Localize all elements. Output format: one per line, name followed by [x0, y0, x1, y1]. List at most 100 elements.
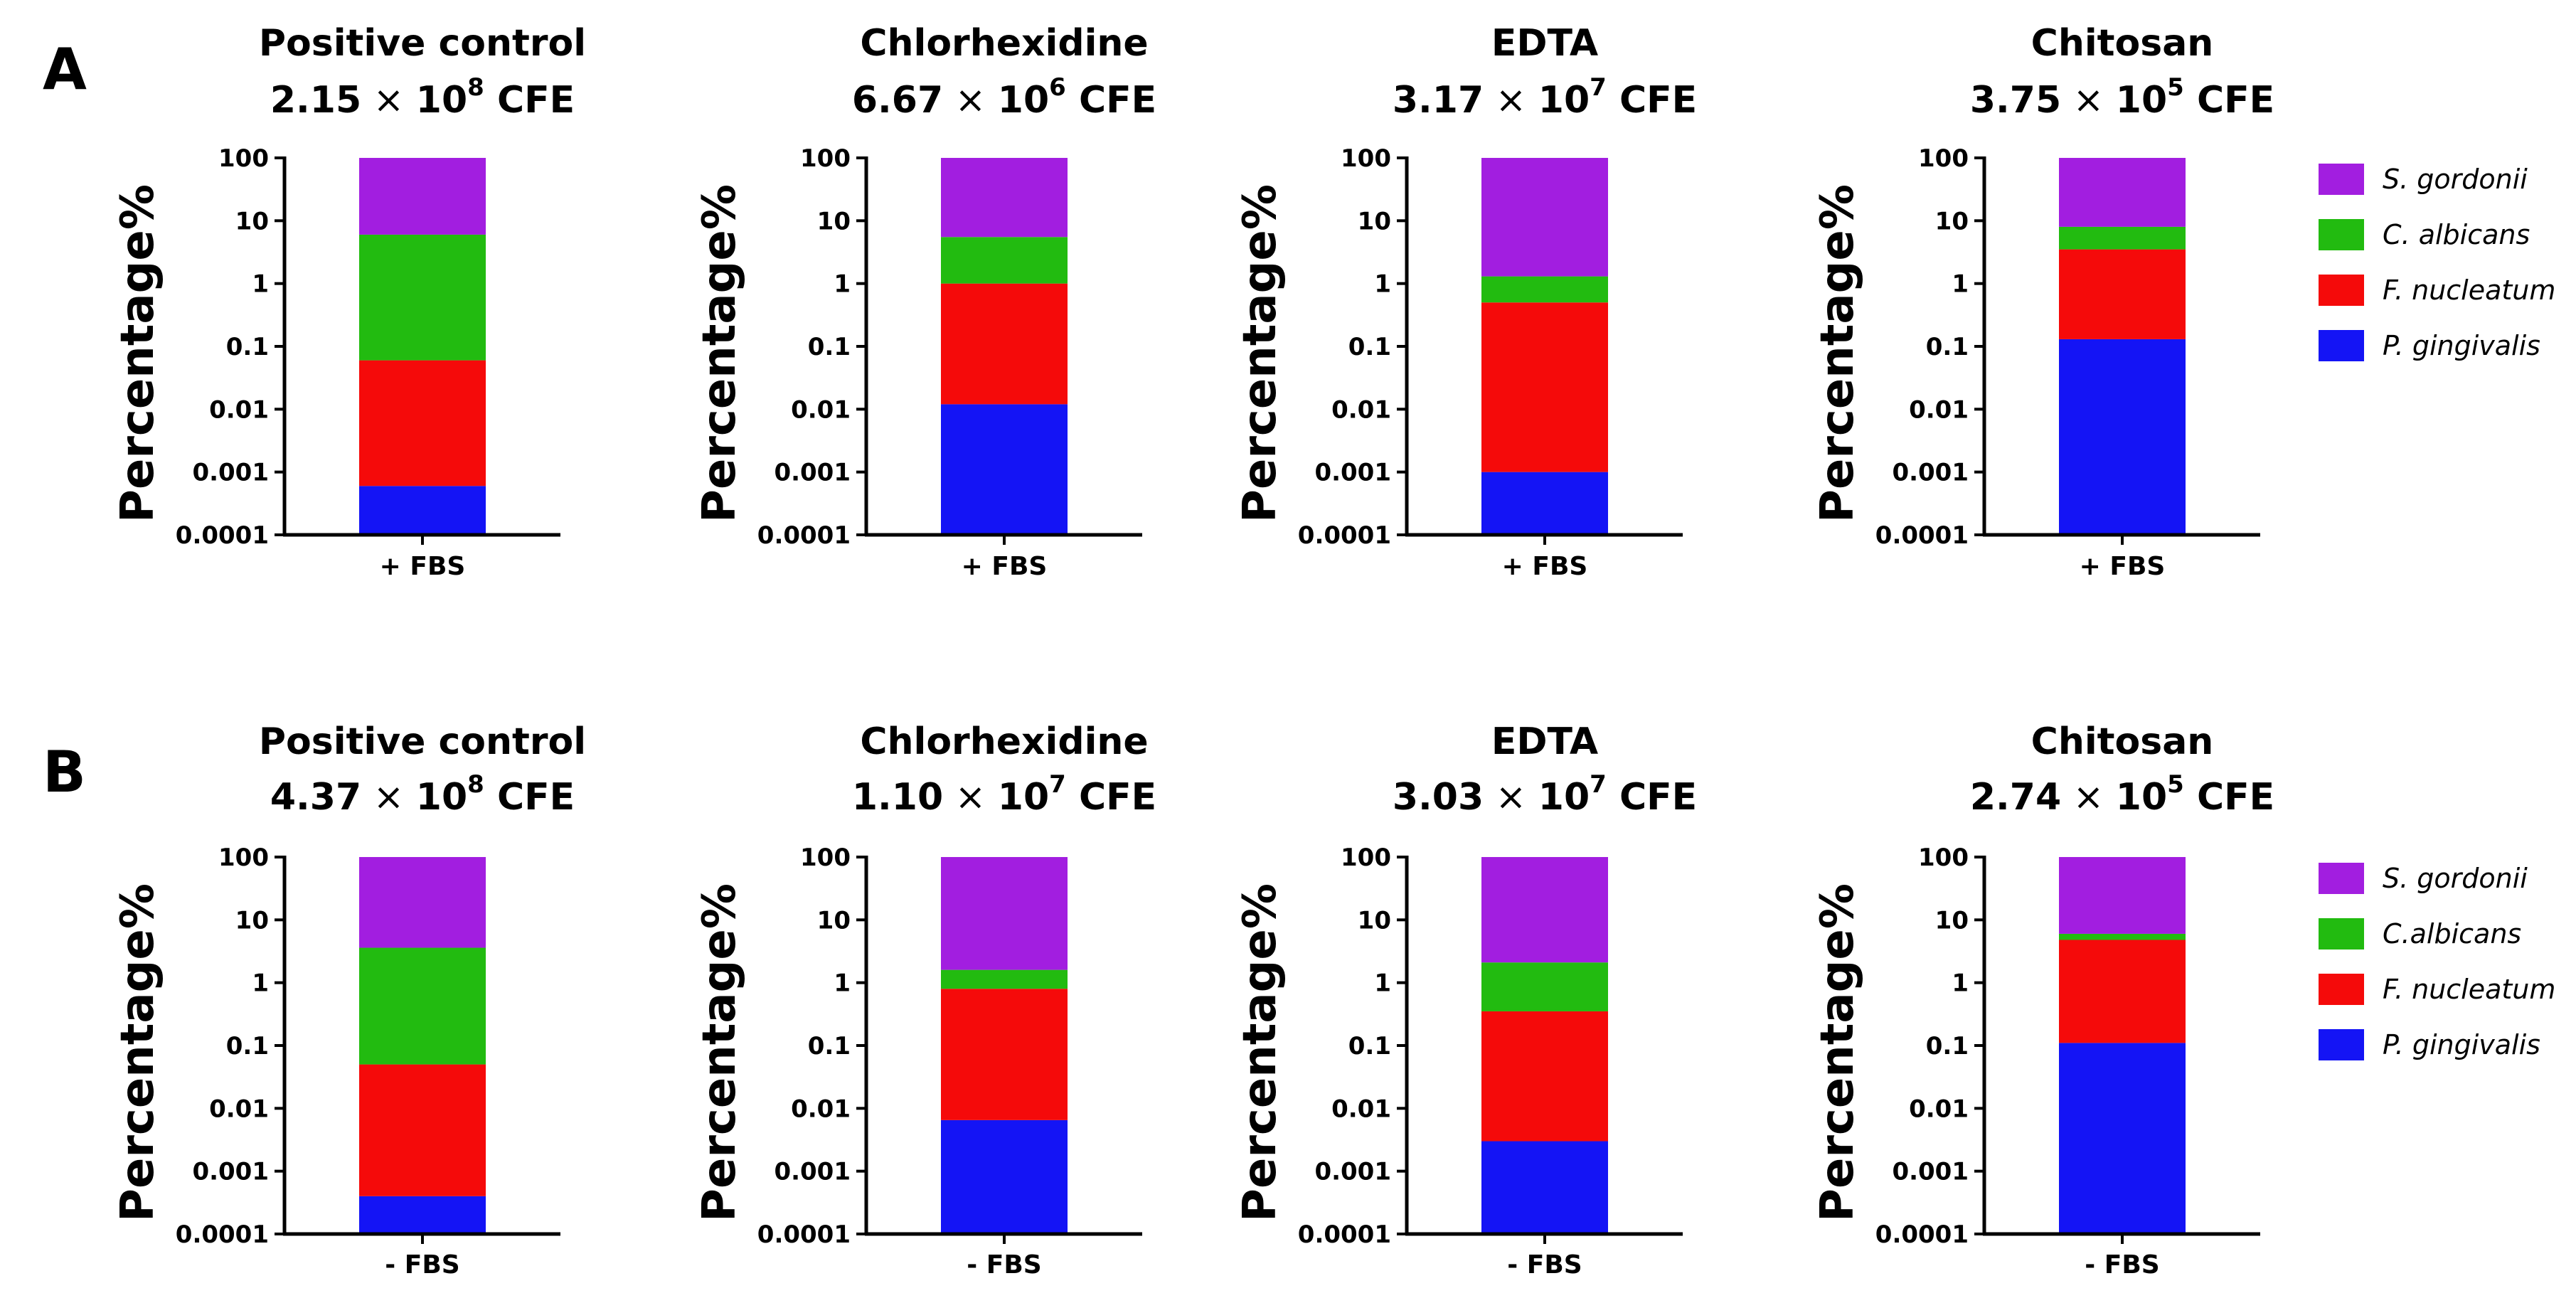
cfe-unit: CFE — [1607, 776, 1697, 819]
cfe-times: × — [943, 776, 998, 819]
chart-title: Chlorhexidine — [860, 720, 1148, 763]
y-tick-label: 0.0001 — [1298, 1220, 1391, 1249]
y-axis-label: Percentage% — [693, 883, 746, 1222]
cfe-unit: CFE — [1607, 79, 1697, 122]
cfe-mantissa: 3.75 — [1970, 79, 2061, 122]
y-tick-label: 0.01 — [1331, 395, 1391, 424]
x-tick-label: - FBS — [967, 1250, 1041, 1280]
y-tick-label: 0.1 — [1348, 1032, 1391, 1060]
bar-segment-p-gingivalis — [359, 1196, 486, 1234]
cfe-base: 10 — [2116, 79, 2167, 122]
bar-segment-c-albicans — [359, 234, 486, 361]
cfe-exp: 7 — [1590, 73, 1607, 102]
cfe-base: 10 — [416, 79, 467, 122]
y-tick-label: 0.001 — [1314, 459, 1391, 487]
chart-title: EDTA — [1491, 720, 1598, 763]
y-tick-label: 0.001 — [774, 1158, 851, 1186]
y-tick-label: 0.01 — [1909, 395, 1969, 424]
x-tick-label: + FBS — [1502, 552, 1588, 581]
y-tick-label: 10 — [1935, 207, 1969, 235]
cfe-exp: 7 — [1590, 770, 1607, 799]
bar-segment-f-nucleatum — [359, 360, 486, 486]
cfe-count: 3.03 × 107 CFE — [1393, 770, 1697, 819]
y-tick-label: 0.0001 — [757, 1220, 851, 1249]
y-tick-label: 1 — [1952, 969, 1969, 998]
cfe-times: × — [1484, 776, 1538, 819]
y-tick-label: 10 — [1358, 906, 1391, 935]
cfe-base: 10 — [2116, 776, 2167, 819]
cfe-mantissa: 6.67 — [852, 79, 943, 122]
legend-label: P. gingivalis — [2383, 330, 2540, 361]
bar-segment-p-gingivalis — [1481, 472, 1608, 535]
bar-segment-f-nucleatum — [1481, 1011, 1608, 1142]
cfe-exp: 6 — [1049, 73, 1066, 102]
y-tick-label: 0.0001 — [176, 1220, 269, 1249]
cfe-times: × — [943, 79, 998, 122]
cfe-base: 10 — [1538, 776, 1590, 819]
y-tick-label: 1 — [1374, 270, 1391, 299]
y-tick-label: 0.01 — [791, 1095, 851, 1123]
cfe-mantissa: 1.10 — [852, 776, 943, 819]
cfe-unit: CFE — [1066, 79, 1156, 122]
bar-segment-p-gingivalis — [941, 404, 1068, 535]
y-tick-label: 0.0001 — [1875, 521, 1969, 550]
bar-segment-p-gingivalis — [1481, 1141, 1608, 1234]
cfe-mantissa: 4.37 — [270, 776, 361, 819]
legend-swatch-s-gordonii — [2319, 863, 2364, 894]
y-tick-label: 100 — [1918, 144, 1969, 173]
cfe-base: 10 — [998, 79, 1049, 122]
y-tick-label: 100 — [800, 144, 851, 173]
legend-label: P. gingivalis — [2383, 1029, 2540, 1060]
legend-label: S. gordonii — [2383, 863, 2528, 894]
x-tick-label: - FBS — [1507, 1250, 1582, 1280]
cfe-unit: CFE — [484, 79, 575, 122]
y-tick-label: 0.1 — [226, 1032, 269, 1060]
cfe-count: 6.67 × 106 CFE — [852, 73, 1156, 122]
y-tick-label: 10 — [235, 906, 269, 935]
cfe-count: 1.10 × 107 CFE — [852, 770, 1156, 819]
bar-segment-f-nucleatum — [2059, 940, 2186, 1043]
x-tick-label: - FBS — [2085, 1250, 2159, 1280]
cfe-mantissa: 2.74 — [1970, 776, 2061, 819]
bar-segment-c-albicans — [941, 237, 1068, 284]
cfe-count: 3.75 × 105 CFE — [1970, 73, 2274, 122]
bar-segment-s-gordonii — [1481, 857, 1608, 963]
legend-label: S. gordonii — [2383, 164, 2528, 195]
cfe-times: × — [1484, 79, 1538, 122]
cfe-times: × — [2061, 79, 2116, 122]
y-tick-label: 0.001 — [192, 1158, 269, 1186]
cfe-count: 3.17 × 107 CFE — [1393, 73, 1697, 122]
bar-segment-s-gordonii — [2059, 158, 2186, 227]
bar-segment-c-albicans — [359, 947, 486, 1065]
legend-label: F. nucleatum — [2383, 275, 2555, 306]
cfe-times: × — [361, 79, 416, 122]
y-axis-label: Percentage% — [1811, 184, 1864, 523]
y-tick-label: 0.1 — [1926, 333, 1969, 361]
bar-segment-f-nucleatum — [1481, 302, 1608, 472]
cfe-exp: 7 — [1049, 770, 1066, 799]
bar-segment-f-nucleatum — [941, 283, 1068, 405]
y-axis-label: Percentage% — [112, 184, 164, 523]
cfe-times: × — [361, 776, 416, 819]
bar-segment-p-gingivalis — [359, 486, 486, 535]
cfe-exp: 5 — [2167, 73, 2184, 102]
y-tick-label: 100 — [1918, 844, 1969, 872]
panel-label: B — [43, 739, 86, 805]
cfe-mantissa: 3.03 — [1393, 776, 1484, 819]
cfe-times: × — [2061, 776, 2116, 819]
cfe-mantissa: 3.17 — [1393, 79, 1484, 122]
panel-label: A — [43, 36, 87, 102]
legend-swatch-p-gingivalis — [2319, 330, 2364, 361]
legend-label: C. albicans — [2383, 219, 2530, 250]
y-tick-label: 0.1 — [226, 333, 269, 361]
bar-segment-s-gordonii — [2059, 857, 2186, 934]
chart-title: EDTA — [1491, 22, 1598, 65]
bar-segment-c-albicans — [2059, 226, 2186, 250]
